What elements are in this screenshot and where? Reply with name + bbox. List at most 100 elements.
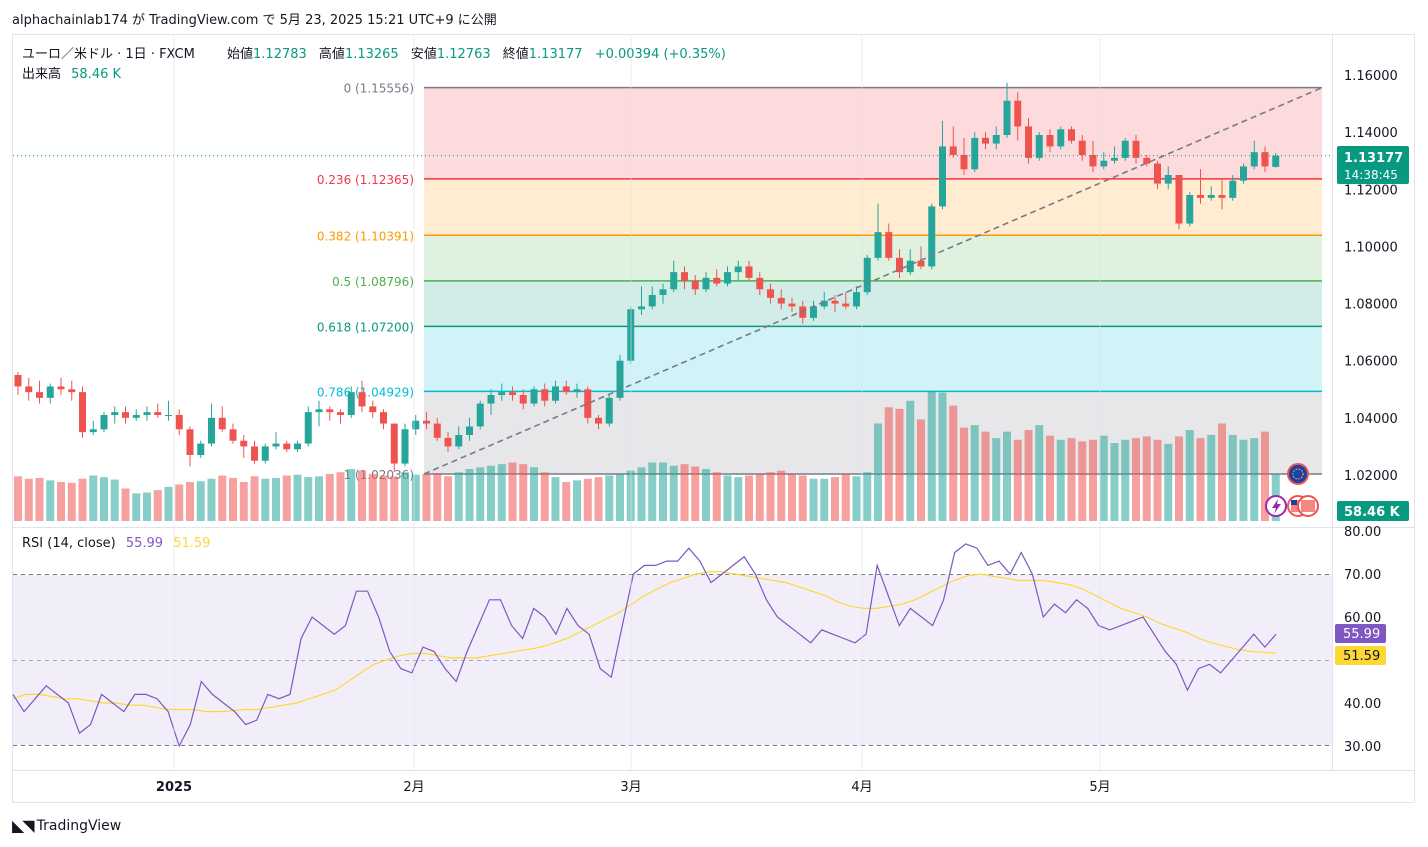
- fib-band: [424, 87, 1322, 179]
- rsi-value-badge: 55.99: [1335, 624, 1386, 643]
- volume-bar: [1250, 438, 1259, 521]
- volume-bar: [78, 478, 87, 521]
- candle-body: [702, 277, 710, 290]
- rsi-title: RSI (14, close): [22, 536, 116, 551]
- price-tick-label: 1.12000: [1344, 183, 1398, 198]
- candle-body: [960, 155, 968, 170]
- candle-body: [928, 206, 936, 267]
- volume-bar: [906, 400, 915, 521]
- candle-body: [906, 260, 914, 273]
- candle-body: [390, 423, 398, 464]
- candle-body: [949, 146, 957, 155]
- candle-body: [1035, 135, 1043, 158]
- publish-line: alphachainlab174 が TradingView.com で 5月 …: [12, 13, 497, 28]
- volume-bar: [831, 477, 839, 521]
- candle-body: [616, 360, 624, 398]
- lightning-glyph-icon: [1272, 499, 1281, 514]
- fib-level-label: 0 (1.15556): [344, 82, 414, 96]
- candle-body: [541, 389, 549, 401]
- volume-bars: [14, 391, 1280, 521]
- candle-body: [1121, 140, 1129, 158]
- volume-bar: [895, 408, 904, 521]
- volume-bar: [745, 475, 753, 521]
- time-axis-label: 5月: [1089, 780, 1110, 795]
- candle-body: [885, 232, 893, 258]
- last-price-badge: 1.13177 14:38:45: [1337, 146, 1409, 184]
- fib-trend-line[interactable]: [423, 86, 1323, 475]
- volume-bar: [1046, 435, 1054, 521]
- volume-bar: [659, 462, 667, 521]
- volume-bar: [594, 477, 603, 521]
- volume-bar: [1175, 436, 1183, 521]
- candle-body: [659, 289, 667, 295]
- candle-body: [229, 429, 237, 441]
- volume-bar: [100, 477, 108, 521]
- volume-bar: [121, 488, 130, 521]
- candle-body: [186, 429, 194, 455]
- candle-body: [1046, 135, 1054, 147]
- volume-bar: [1056, 439, 1065, 521]
- volume-bar: [1207, 434, 1216, 521]
- volume-bar: [573, 480, 581, 521]
- volume-bar: [358, 470, 366, 521]
- candle-body: [498, 392, 506, 395]
- volume-bar: [465, 469, 474, 521]
- volume-bar: [960, 427, 968, 521]
- fib-retracement[interactable]: 0 (1.15556) 0.236 (1.12365) 0.382 (1.10391…: [317, 82, 1322, 482]
- volume-bar: [734, 477, 743, 521]
- candle-body: [917, 260, 925, 267]
- volume-bar: [852, 476, 861, 521]
- volume-bar: [788, 473, 796, 521]
- volume-bar: [809, 478, 818, 521]
- volume-value: 58.46 K: [71, 67, 121, 82]
- candle-body: [143, 412, 151, 415]
- candle-body: [444, 437, 452, 447]
- volume-bar: [1089, 439, 1097, 521]
- volume-bar: [272, 477, 280, 521]
- candle-body: [261, 446, 269, 461]
- candle-body: [315, 409, 323, 413]
- volume-bar: [143, 492, 151, 521]
- volume-bar: [1035, 425, 1044, 521]
- volume-bar: [1153, 439, 1162, 521]
- candle-body: [788, 303, 796, 307]
- rsi-legend-value: 55.99: [126, 536, 163, 551]
- candle-body: [154, 412, 162, 415]
- tradingview-logo-icon: ◣◥: [12, 816, 35, 835]
- volume-bar: [691, 466, 700, 521]
- price-tick-label: 1.04000: [1344, 412, 1398, 427]
- price-axis[interactable]: 1.16000 1.14000 1.12000 1.10000 1.08000 1.060…: [1344, 69, 1398, 484]
- event-markers[interactable]: [1265, 463, 1319, 517]
- fib-band: [424, 326, 1322, 392]
- candle-body: [831, 300, 839, 304]
- rsi-tick-label: 30.00: [1344, 740, 1381, 755]
- candle-body: [1025, 126, 1032, 158]
- candle-body: [939, 146, 946, 207]
- volume-bar: [680, 464, 689, 521]
- volume-bar: [282, 475, 291, 521]
- volume-bar: [1078, 441, 1087, 521]
- candle-body: [218, 417, 226, 430]
- price-tick-label: 1.06000: [1344, 355, 1398, 370]
- candle-body: [197, 443, 205, 455]
- candle-body: [89, 429, 97, 433]
- footer-brand[interactable]: ◣◥ TradingView: [12, 816, 121, 835]
- time-axis[interactable]: 2025 2月 3月 4月 5月: [156, 34, 1111, 795]
- volume-bar: [927, 391, 936, 521]
- volume-bar: [1067, 438, 1076, 521]
- candle-body: [1078, 140, 1086, 155]
- eu-flag-icon[interactable]: [1287, 463, 1309, 485]
- candle-body: [337, 412, 344, 415]
- candle-body: [584, 389, 592, 418]
- volume-bar: [1099, 435, 1108, 521]
- volume-bar: [551, 477, 560, 521]
- candle-body: [358, 392, 366, 407]
- price-tick-label: 1.10000: [1344, 240, 1398, 255]
- volume-bar: [57, 482, 65, 521]
- volume-bar: [422, 473, 431, 521]
- volume-bar: [229, 477, 237, 521]
- volume-bar: [917, 419, 925, 521]
- volume-bar: [1196, 438, 1205, 521]
- candle-body: [853, 292, 860, 307]
